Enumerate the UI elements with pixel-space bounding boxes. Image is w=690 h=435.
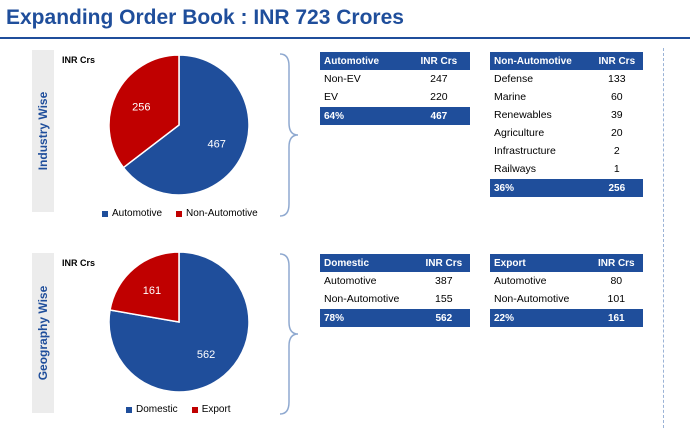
table-cell: Non-EV: [324, 73, 361, 85]
table-cell: 101: [607, 293, 626, 305]
table-total-cell: 22%: [490, 308, 590, 327]
pie-value-label-domestic: 562: [197, 349, 215, 361]
industry-pie-chart: 467 256: [108, 54, 250, 196]
legend-label-automotive: Automotive: [112, 208, 163, 219]
table-total-row: 22% 161: [490, 308, 643, 327]
pie-value-label-export: 161: [143, 285, 161, 297]
table-total-cell: 64%: [320, 106, 408, 125]
table-header-cell: INR Crs: [589, 254, 643, 272]
table-header: Non-Automotive INR Crs: [490, 52, 643, 70]
legend-swatch-non-automotive: [176, 210, 183, 217]
table-row: Infrastructure 2: [490, 142, 643, 160]
table-header-cell: INR Crs: [407, 52, 470, 70]
table-cell: 155: [435, 293, 453, 305]
table-header-cell: Automotive: [320, 52, 408, 70]
title-rule: [0, 37, 690, 39]
table-row: Non-EV 247: [320, 70, 470, 88]
table-row: Renewables 39: [490, 106, 643, 124]
table-cell: 60: [610, 91, 623, 103]
geography-unit-label: INR Crs: [62, 258, 96, 268]
table-cell: 247: [430, 73, 448, 85]
table-cell: 80: [610, 275, 623, 287]
table-row: Automotive 80: [490, 272, 643, 290]
table-row: Non-Automotive 101: [490, 290, 643, 309]
table-row: Marine 60: [490, 88, 643, 106]
table-total-cell: 562: [417, 308, 470, 327]
table-row: Automotive 387: [320, 272, 470, 290]
table-cell: EV: [324, 91, 339, 103]
table-header-cell: INR Crs: [590, 52, 643, 70]
table-cell: 1: [613, 163, 620, 175]
table-total-row: 64% 467: [320, 106, 470, 125]
table-row: Railways 1: [490, 160, 643, 179]
table-total-row: 78% 562: [320, 308, 470, 327]
table-cell: 39: [610, 109, 623, 121]
table-total-cell: 78%: [320, 308, 418, 327]
table-cell: 220: [430, 91, 448, 103]
table-row: Non-Automotive 155: [320, 290, 470, 309]
table-cell: Defense: [494, 73, 534, 85]
table-cell: 2: [613, 145, 620, 157]
industry-unit-label: INR Crs: [62, 55, 96, 65]
table-row: EV 220: [320, 88, 470, 107]
table-header-cell: Export: [490, 254, 590, 272]
right-divider: [663, 48, 664, 428]
industry-section-bar: Industry Wise: [32, 50, 54, 212]
table-header-cell: INR Crs: [417, 254, 470, 272]
table-cell: Automotive: [324, 275, 377, 287]
page-title: Expanding Order Book : INR 723 Crores: [6, 6, 404, 29]
legend-label-non-automotive: Non-Automotive: [186, 208, 258, 219]
table-cell: Renewables: [494, 109, 552, 121]
table-cell: Non-Automotive: [494, 293, 570, 305]
table-cell: Automotive: [494, 275, 547, 287]
industry-brace: [279, 53, 299, 217]
industry-section-label: Industry Wise: [36, 91, 50, 171]
legend-label-export: Export: [201, 404, 231, 415]
pie-slice-export: [109, 251, 180, 323]
geography-pie-chart: 562 161: [108, 251, 250, 393]
non-automotive-table: Non-Automotive INR Crs Defense 133 Marin…: [490, 52, 643, 197]
table-cell: Non-Automotive: [324, 293, 400, 305]
table-row: Agriculture 20: [490, 124, 643, 142]
table-cell: 387: [435, 275, 453, 287]
industry-legend: Automotive Non-Automotive: [102, 208, 258, 219]
table-cell: 20: [610, 127, 623, 139]
pie-value-label-non-automotive: 256: [132, 101, 150, 113]
table-cell: 133: [608, 73, 626, 85]
legend-swatch-domestic: [126, 406, 132, 413]
table-header-cell: Non-Automotive: [490, 52, 591, 70]
table-header: Domestic INR Crs: [320, 254, 470, 272]
pie-value-label-automotive: 467: [207, 139, 225, 151]
table-cell: Agriculture: [494, 127, 545, 139]
pie-slice-non-automotive: [108, 54, 180, 169]
automotive-table: Automotive INR Crs Non-EV 247 EV 220 64%…: [320, 52, 470, 125]
table-header-cell: Domestic: [320, 254, 418, 272]
geography-brace: [279, 253, 299, 415]
domestic-table: Domestic INR Crs Automotive 387 Non-Auto…: [320, 254, 470, 327]
table-total-cell: 161: [589, 308, 643, 327]
pie-slice-automotive: [122, 54, 250, 196]
table-cell: Marine: [494, 91, 527, 103]
table-total-cell: 467: [407, 106, 470, 125]
legend-swatch-automotive: [102, 210, 108, 217]
legend-swatch-export: [191, 406, 198, 413]
table-total-cell: 256: [590, 178, 643, 197]
table-row: Defense 133: [490, 70, 643, 88]
table-total-row: 36% 256: [490, 178, 643, 197]
table-cell: Railways: [494, 163, 537, 175]
table-header: Automotive INR Crs: [320, 52, 470, 70]
geography-section-label: Geography Wise: [36, 285, 50, 381]
table-header: Export INR Crs: [490, 254, 643, 272]
export-table: Export INR Crs Automotive 80 Non-Automot…: [490, 254, 643, 327]
geography-legend: Domestic Export: [126, 404, 231, 415]
table-cell: Infrastructure: [494, 145, 556, 157]
table-total-cell: 36%: [490, 178, 591, 197]
geography-section-bar: Geography Wise: [32, 253, 54, 413]
legend-label-domestic: Domestic: [136, 404, 178, 415]
